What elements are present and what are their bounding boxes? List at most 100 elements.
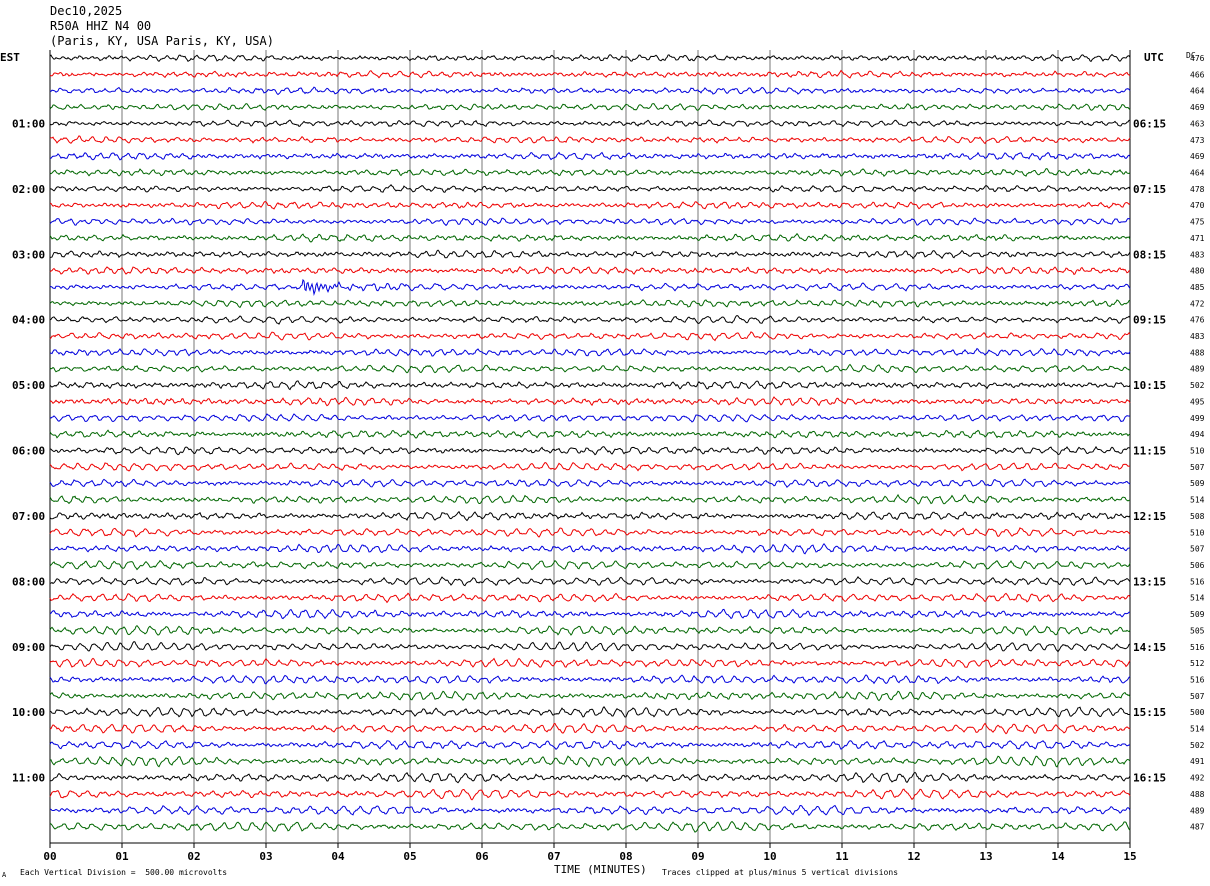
- x-tick-label: 07: [547, 850, 560, 863]
- est-hour-label: 08:00: [12, 575, 45, 588]
- dc-offset-label: 509: [1190, 610, 1205, 619]
- seismic-trace-line: [50, 151, 1131, 161]
- utc-hour-label: 13:15: [1133, 575, 1166, 588]
- dc-offset-label: 469: [1190, 152, 1205, 161]
- seismic-trace-line: [49, 527, 1131, 538]
- dc-offset-label: 472: [1190, 299, 1205, 308]
- x-tick-label: 01: [115, 850, 129, 863]
- dc-offset-label: 485: [1190, 283, 1205, 292]
- x-tick-label: 12: [907, 850, 920, 863]
- seismic-trace-line: [49, 493, 1131, 505]
- dc-offset-label: 508: [1190, 512, 1205, 521]
- seismic-trace-line: [49, 755, 1131, 768]
- utc-hour-label: 09:15: [1133, 314, 1166, 327]
- utc-hour-label: 07:15: [1133, 183, 1166, 196]
- seismic-trace-line: [49, 771, 1131, 784]
- seismic-trace-line: [49, 674, 1131, 685]
- x-tick-label: 10: [763, 850, 776, 863]
- seismic-trace-line: [49, 184, 1131, 193]
- seismic-trace-line: [49, 804, 1131, 817]
- dc-offset-label: 499: [1190, 414, 1205, 423]
- x-tick-label: 04: [331, 850, 345, 863]
- seismic-trace-line: [49, 592, 1131, 604]
- seismic-trace-line: [49, 299, 1131, 309]
- dc-offset-label: 489: [1190, 365, 1205, 374]
- seismic-trace-line: [49, 103, 1131, 111]
- x-tick-label: 02: [187, 850, 200, 863]
- seismic-trace-line: [49, 119, 1131, 128]
- seismic-trace-line: [49, 331, 1131, 342]
- seismic-trace-line: [49, 641, 1131, 653]
- utc-hour-label: 12:15: [1133, 510, 1166, 523]
- seismic-trace-line: [49, 429, 1131, 439]
- utc-hour-label: 16:15: [1133, 772, 1166, 785]
- dc-offset-label: 514: [1190, 594, 1205, 603]
- dc-offset-label: 470: [1190, 201, 1205, 210]
- dc-offset-label: 483: [1190, 332, 1205, 341]
- seismic-trace-line: [49, 266, 1131, 276]
- seismic-trace-line: [49, 363, 1131, 374]
- x-tick-label: 11: [835, 850, 849, 863]
- seismic-trace-line: [49, 559, 1131, 571]
- est-hour-label: 04:00: [12, 314, 45, 327]
- dc-offset-label: 516: [1190, 675, 1205, 684]
- dc-offset-label: 492: [1190, 774, 1205, 783]
- utc-axis-title: UTC: [1144, 51, 1164, 64]
- seismic-trace-line: [49, 705, 1131, 718]
- corner-mark: A: [2, 871, 7, 879]
- dc-offset-label: 510: [1190, 528, 1205, 537]
- utc-hour-label: 11:15: [1133, 445, 1166, 458]
- dc-offset-label: 500: [1190, 708, 1205, 717]
- seismic-trace-line: [49, 69, 1131, 79]
- seismic-trace-line: [49, 396, 1131, 407]
- est-hour-label: 03:00: [12, 248, 45, 261]
- est-axis-title: EST: [0, 51, 20, 64]
- dc-offset-label: 476: [1190, 54, 1205, 63]
- dc-offset-label: 488: [1190, 348, 1205, 357]
- dc-offset-label: 514: [1190, 496, 1205, 505]
- utc-hour-label: 08:15: [1133, 248, 1166, 261]
- dc-offset-label: 516: [1190, 577, 1205, 586]
- seismic-trace-line: [49, 462, 1131, 472]
- seismic-trace-line: [49, 201, 1131, 210]
- seismic-trace-line: [49, 722, 1131, 735]
- est-hour-label: 06:00: [12, 445, 45, 458]
- seismic-trace-line: [49, 657, 1131, 668]
- header-date: Dec10,2025: [50, 4, 123, 18]
- est-hour-label: 09:00: [12, 641, 45, 654]
- dc-offset-label: 507: [1190, 545, 1205, 554]
- dc-offset-label: 464: [1190, 87, 1205, 96]
- seismic-trace-line: [49, 315, 1131, 325]
- utc-hour-label: 06:15: [1133, 117, 1166, 130]
- dc-offset-label: 505: [1190, 626, 1205, 635]
- seismic-trace-line: [49, 788, 1131, 801]
- dc-offset-label: 480: [1190, 267, 1205, 276]
- est-hour-label: 05:00: [12, 379, 45, 392]
- dc-offset-label: 469: [1190, 103, 1205, 112]
- x-tick-label: 06: [475, 850, 489, 863]
- dc-offset-label: 516: [1190, 643, 1205, 652]
- utc-hour-label: 15:15: [1133, 706, 1166, 719]
- est-hour-label: 07:00: [12, 510, 45, 523]
- dc-offset-label: 463: [1190, 119, 1205, 128]
- dc-axis-title: DC: [1186, 51, 1196, 60]
- seismic-traces: [49, 53, 1131, 833]
- seismic-trace-line: [49, 413, 1131, 423]
- dc-offset-label: 464: [1190, 168, 1205, 177]
- dc-offset-label: 466: [1190, 70, 1205, 79]
- seismic-trace-line: [49, 510, 1131, 522]
- clip-note: Traces clipped at plus/minus 5 vertical …: [662, 868, 899, 877]
- seismic-trace-line: [49, 478, 1131, 489]
- dc-offset-label: 489: [1190, 806, 1205, 815]
- est-hour-label: 11:00: [12, 772, 45, 785]
- dc-offset-label: 487: [1190, 823, 1205, 832]
- dc-offset-label: 491: [1190, 757, 1205, 766]
- x-tick-label: 00: [43, 850, 56, 863]
- grid-lines: [49, 50, 1131, 844]
- seismic-trace-line: [49, 740, 1131, 751]
- dc-offset-label: 478: [1190, 185, 1205, 194]
- est-hour-label: 01:00: [12, 117, 45, 130]
- seismic-trace-line: [49, 820, 1131, 833]
- seismic-trace-line: [49, 249, 1131, 260]
